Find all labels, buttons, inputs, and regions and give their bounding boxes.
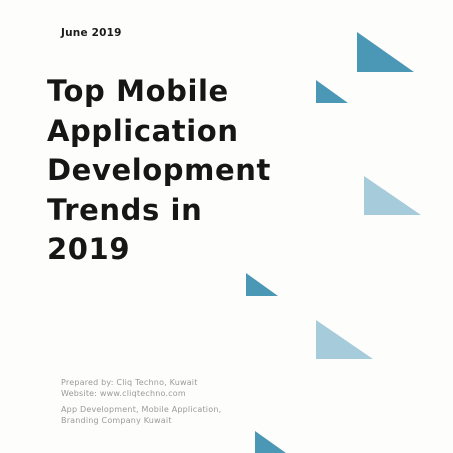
triangle-shape bbox=[364, 176, 421, 215]
triangle-shape bbox=[255, 431, 286, 453]
services-block: App Development, Mobile Application, Bra… bbox=[61, 404, 221, 426]
title-line: 2019 bbox=[47, 232, 131, 266]
document-title: Top Mobile Application Development Trend… bbox=[47, 72, 347, 270]
triangle-shape bbox=[316, 80, 348, 103]
title-line: Trends in bbox=[47, 192, 203, 227]
title-line: Top Mobile bbox=[47, 74, 229, 108]
services-line: Branding Company Kuwait bbox=[61, 416, 172, 425]
triangle-shape bbox=[357, 32, 414, 72]
title-line: Development bbox=[47, 153, 271, 187]
prepared-by-text: Prepared by: Cliq Techno, Kuwait bbox=[61, 378, 198, 387]
triangle-shape bbox=[316, 320, 373, 359]
services-line: App Development, Mobile Application, bbox=[61, 405, 222, 414]
document-date: June 2019 bbox=[61, 27, 122, 39]
prepared-by-block: Prepared by: Cliq Techno, Kuwait Website… bbox=[61, 377, 198, 399]
triangle-shape bbox=[246, 273, 278, 296]
title-line: Application bbox=[47, 113, 239, 148]
website-text: Website: www.cliqtechno.com bbox=[61, 389, 186, 398]
